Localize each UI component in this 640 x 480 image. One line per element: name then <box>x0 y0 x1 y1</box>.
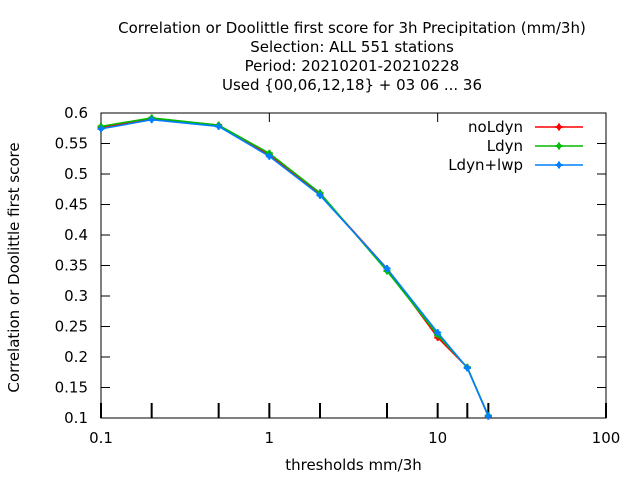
chart-title: Correlation or Doolittle first score for… <box>118 19 586 94</box>
data-point <box>434 329 442 337</box>
x-tick-label: 1 <box>265 429 275 447</box>
y-tick-label: 0.25 <box>55 318 88 336</box>
legend-item-noLdyn: noLdyn <box>468 118 583 136</box>
y-tick-label: 0.15 <box>55 379 88 397</box>
title-line-2: Selection: ALL 551 stations <box>250 38 454 56</box>
x-tick-label: 100 <box>592 429 621 447</box>
legend-item-Ldyn+lwp: Ldyn+lwp <box>448 156 583 174</box>
y-tick-label: 0.55 <box>55 135 88 153</box>
legend-marker <box>555 142 563 150</box>
y-tick-label: 0.35 <box>55 257 88 275</box>
plot-frame <box>100 112 607 419</box>
axis-ticks: 0.1 0.15 0.2 0.25 0.3 0.35 0.4 0.45 0.5 0.55 0.6 0.… <box>55 104 621 447</box>
title-line-1: Correlation or Doolittle first score for… <box>118 19 586 37</box>
x-axis-label: thresholds mm/3h <box>285 456 422 474</box>
y-tick-label: 0.45 <box>55 196 88 214</box>
data-point <box>383 265 391 273</box>
y-tick-label: 0.5 <box>64 165 88 183</box>
legend-label: Ldyn+lwp <box>448 156 523 174</box>
series-line <box>100 118 490 417</box>
y-tick-label: 0.6 <box>64 104 88 122</box>
y-tick-label: 0.4 <box>64 226 88 244</box>
data-point <box>97 125 105 133</box>
series-noLdyn <box>97 114 492 420</box>
data-point <box>316 191 324 199</box>
series-lines <box>97 114 492 420</box>
legend-marker <box>555 161 563 169</box>
data-point <box>484 412 492 420</box>
series-line <box>100 117 490 416</box>
y-tick-label: 0.1 <box>64 409 88 427</box>
series-line <box>100 117 490 417</box>
x-tick-label: 10 <box>428 429 447 447</box>
data-point <box>265 152 273 160</box>
y-tick-label: 0.2 <box>64 348 88 366</box>
legend-label: noLdyn <box>468 118 523 136</box>
data-point <box>148 116 156 124</box>
legend-item-Ldyn: Ldyn <box>487 137 583 155</box>
y-axis-label: Correlation or Doolittle first score <box>5 142 23 392</box>
data-point <box>215 122 223 130</box>
title-line-4: Used {00,06,12,18} + 03 06 ... 36 <box>222 76 482 94</box>
legend-label: Ldyn <box>487 137 523 155</box>
legend-marker <box>555 123 563 131</box>
x-tick-label: 0.1 <box>89 429 113 447</box>
series-Ldyn+lwp <box>97 116 492 420</box>
y-tick-label: 0.3 <box>64 287 88 305</box>
title-line-3: Period: 20210201-20210228 <box>245 57 460 75</box>
data-point <box>463 364 471 372</box>
series-Ldyn <box>97 114 492 420</box>
